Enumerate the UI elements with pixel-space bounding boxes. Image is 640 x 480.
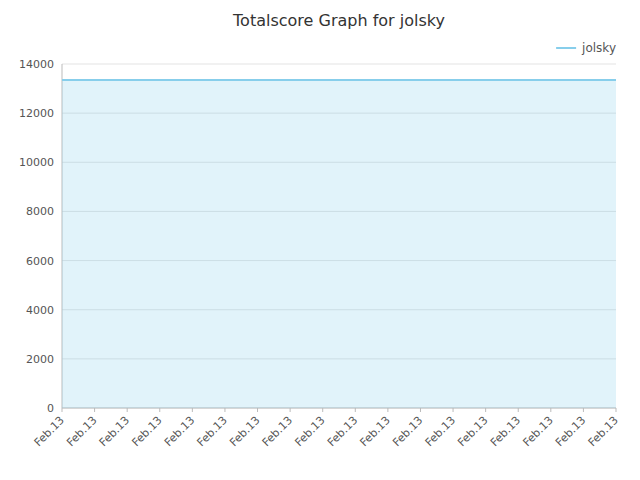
legend-swatch: [556, 47, 576, 49]
x-tick-label: Feb.13: [260, 414, 295, 449]
x-tick-label: Feb.13: [32, 414, 67, 449]
x-tick-label: Feb.13: [423, 414, 458, 449]
legend: jolsky: [556, 41, 616, 55]
chart-title: Totalscore Graph for jolsky: [232, 11, 445, 30]
x-tick-label: Feb.13: [553, 414, 588, 449]
x-tick-label: Feb.13: [390, 414, 425, 449]
x-tick-label: Feb.13: [586, 414, 621, 449]
x-tick: [94, 408, 95, 412]
x-tick-label: Feb.13: [292, 414, 327, 449]
chart-svg: Totalscore Graph for jolsky 0 2000 4000 6000…: [0, 0, 640, 480]
x-tick-label: Feb.13: [162, 414, 197, 449]
chart-container: Totalscore Graph for jolsky 0 2000 4000 6000…: [0, 0, 640, 480]
x-tick-label: Feb.13: [455, 414, 490, 449]
plot-area: [62, 80, 616, 408]
x-tick: [550, 408, 551, 412]
y-tick-label: 0: [47, 402, 54, 415]
x-tick-label: Feb.13: [520, 414, 555, 449]
x-tick-label: Feb.13: [64, 414, 99, 449]
series-line: [62, 79, 616, 81]
x-tick: [224, 408, 225, 412]
grid-line: [62, 64, 616, 65]
y-tick-label: 14000: [19, 58, 54, 71]
y-tick-label: 8000: [26, 205, 54, 218]
area-fill: [62, 80, 616, 408]
y-axis: 0 2000 4000 6000 8000 10000 12000 14000: [19, 58, 616, 415]
x-tick: [453, 408, 454, 412]
y-tick-label: 12000: [19, 107, 54, 120]
x-tick: [355, 408, 356, 412]
y-tick-label: 2000: [26, 353, 54, 366]
x-tick: [387, 408, 388, 412]
x-tick: [583, 408, 584, 412]
x-tick: [257, 408, 258, 412]
x-tick: [420, 408, 421, 412]
x-tick-label: Feb.13: [325, 414, 360, 449]
x-tick: [192, 408, 193, 412]
x-tick-label: Feb.13: [129, 414, 164, 449]
y-tick-label: 10000: [19, 156, 54, 169]
x-tick-label: Feb.13: [488, 414, 523, 449]
x-tick: [322, 408, 323, 412]
x-tick: [616, 408, 617, 412]
x-tick-label: Feb.13: [227, 414, 262, 449]
x-tick-label: Feb.13: [97, 414, 132, 449]
x-tick: [159, 408, 160, 412]
x-tick-label: Feb.13: [195, 414, 230, 449]
y-tick-label: 6000: [26, 255, 54, 268]
x-tick: [290, 408, 291, 412]
x-tick: [127, 408, 128, 412]
x-axis: Feb.13Feb.13Feb.13Feb.13Feb.13Feb.13Feb.…: [32, 408, 621, 449]
legend-label: jolsky: [581, 41, 616, 55]
x-tick: [62, 408, 63, 412]
y-tick-label: 4000: [26, 304, 54, 317]
x-tick-label: Feb.13: [357, 414, 392, 449]
x-tick: [518, 408, 519, 412]
x-tick: [485, 408, 486, 412]
